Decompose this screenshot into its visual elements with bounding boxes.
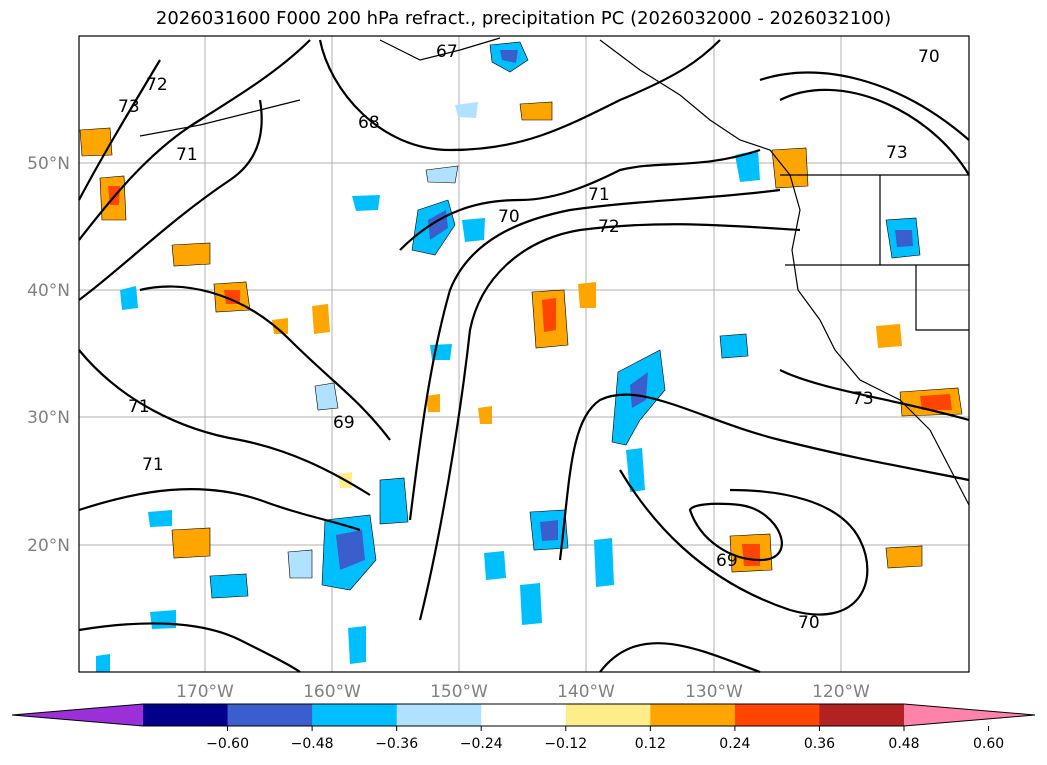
contour-label: 72 (598, 217, 620, 237)
colorbar: −0.60 −0.48 −0.36 −0.24 −0.12 0.12 0.24 0.36 0.4… (11, 703, 1036, 752)
refractivity-contours (78, 39, 970, 674)
lon-label: 160°W (303, 682, 361, 702)
gridlines (79, 36, 969, 672)
colorbar-swatch (819, 704, 905, 726)
contour-label: 71 (142, 455, 164, 475)
colorbar-swatch (312, 704, 398, 726)
contour-label: 67 (436, 42, 458, 62)
lat-label: 30°N (27, 408, 70, 428)
colorbar-tick-label: −0.60 (206, 736, 249, 752)
colorbar-tick-label: 0.60 (973, 736, 1004, 752)
plot-frame (78, 35, 970, 673)
contour-label: 68 (358, 113, 380, 133)
colorbar-swatch (565, 704, 651, 726)
colorbar-swatch (481, 704, 567, 726)
contour-label: 69 (333, 413, 355, 433)
contour-label: 69 (716, 551, 738, 571)
lon-label: 140°W (557, 682, 615, 702)
contour-label: 71 (588, 185, 610, 205)
lon-label: 120°W (812, 682, 870, 702)
colorbar-swatch (734, 704, 820, 726)
contour-label: 73 (852, 389, 874, 409)
colorbar-tick-label: 0.48 (888, 736, 919, 752)
lon-label: 130°W (685, 682, 743, 702)
precip-shading (79, 41, 963, 672)
lat-label: 40°N (27, 281, 70, 301)
colorbar-tick-label: −0.48 (291, 736, 334, 752)
colorbar-tick-label: 0.36 (804, 736, 835, 752)
contour-label: 71 (176, 145, 198, 165)
lat-label: 50°N (27, 154, 70, 174)
map-title: 2026031600 F000 200 hPa refract., precip… (155, 8, 892, 29)
colorbar-tick-label: −0.36 (375, 736, 418, 752)
colorbar-swatch (904, 704, 1035, 726)
contour-label: 70 (918, 47, 940, 67)
colorbar-swatch (227, 704, 313, 726)
colorbar-swatch (143, 704, 229, 726)
colorbar-tick-label: 0.12 (635, 736, 666, 752)
colorbar-tick-label: −0.12 (544, 736, 587, 752)
colorbar-swatch (396, 704, 482, 726)
contour-label: 71 (128, 397, 150, 417)
lat-label: 20°N (27, 536, 70, 556)
contour-label: 72 (146, 75, 168, 95)
colorbar-swatch (12, 704, 143, 726)
contour-labels: 67 68 69 69 70 70 70 71 71 71 71 72 72 7… (118, 42, 940, 633)
plot-area (79, 36, 969, 672)
colorbar-tick-label: 0.24 (719, 736, 750, 752)
lon-labels: 170°W 160°W 150°W 140°W 130°W 120°W (176, 682, 870, 702)
colorbar-tick-label: −0.24 (460, 736, 503, 752)
lat-labels: 50°N 40°N 30°N 20°N (27, 154, 70, 556)
lon-label: 170°W (176, 682, 234, 702)
lon-label: 150°W (430, 682, 488, 702)
contour-label: 73 (886, 143, 908, 163)
contour-label: 70 (498, 207, 520, 227)
contour-label: 70 (798, 613, 820, 633)
colorbar-swatch (650, 704, 736, 726)
contour-label: 73 (118, 97, 140, 117)
colorbar-outline (11, 703, 1036, 727)
